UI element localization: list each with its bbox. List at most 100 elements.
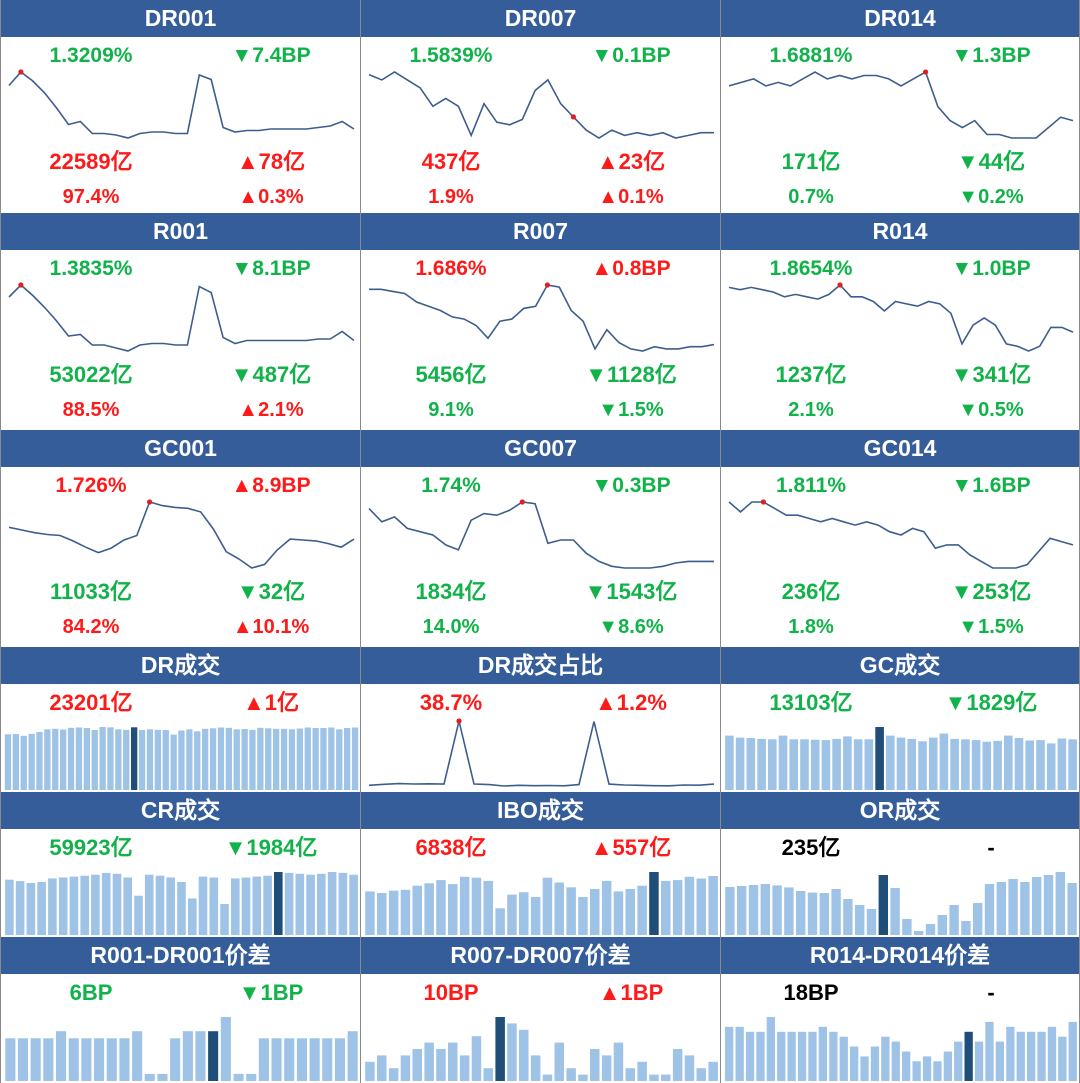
bar [177,882,186,935]
bar [778,735,788,790]
bar [258,1038,269,1081]
bar [166,877,175,935]
bar [1027,1031,1036,1081]
bar [241,729,248,790]
share-value: 97.4% [62,186,120,208]
volume-value: 53022亿 [49,362,133,387]
rate-value: 1.686% [415,257,487,280]
bar [271,1038,282,1081]
rate-value: 1.8654% [769,257,853,280]
panel-title: GC成交 [721,647,1079,684]
bar [601,880,612,935]
bar [1006,1026,1015,1081]
bar [797,1031,807,1081]
bar [459,876,470,935]
latest-point-marker [18,282,24,288]
panel-r014-dr014-spread: R014-DR014价差 18BP - [720,937,1080,1083]
bar [684,1055,695,1081]
latest-point-marker [544,282,550,288]
bar [17,1038,28,1081]
summary-change: ▼1829亿 [944,690,1038,715]
bar [12,734,19,790]
summary-change: ▼1BP [238,980,304,1005]
series-line [369,284,715,352]
bar [613,891,624,935]
bar [178,730,185,790]
bar [922,1056,932,1081]
panel-gc014: GC014 1.811% ▼1.6BP 236亿 ▼253亿 1.8% ▼1.5% [720,430,1080,647]
line-chart [8,282,355,352]
bar [52,728,59,790]
bar [1036,740,1045,790]
panel-dr001: DR001 1.3209% ▼7.4BP 22589亿 ▲78亿 97.4% ▲0.3% [0,0,361,217]
rate-value: 1.3835% [49,257,133,280]
bar [519,1029,529,1081]
panel-title: DR007 [361,0,720,37]
bar [971,740,981,790]
share-change: ▼1.5% [958,616,1024,638]
bar [170,734,177,790]
bar [37,882,46,935]
volume-value: 171亿 [781,149,841,174]
bar [684,876,695,935]
latest-bar [875,727,884,790]
share-change: ▲2.1% [238,399,304,421]
bar [320,728,327,790]
bar [974,1041,984,1081]
bar [220,1017,231,1081]
bar [123,877,132,935]
latest-point-marker [519,499,525,505]
summary-value: 10BP [423,980,479,1005]
share-value: 0.7% [788,186,834,208]
volume-change: ▼341亿 [950,362,1032,387]
bar [44,729,51,790]
bar [661,1074,671,1081]
series-line [728,70,1074,139]
bar [993,740,1002,790]
bar [800,739,809,790]
bar [194,731,201,790]
bar [94,1038,105,1081]
bar [309,1038,320,1081]
bar [195,1031,206,1081]
summary-value: 6838亿 [415,835,487,860]
bar [1067,883,1077,935]
bar [265,728,272,790]
volume-change: ▲23亿 [596,149,666,174]
bar [424,883,434,935]
bar [757,738,766,790]
panel-title: DR成交 [1,647,360,684]
bar [637,1061,647,1081]
bar [99,727,106,790]
rate-change: ▼0.3BP [591,474,671,497]
bar [225,727,232,790]
bar [295,873,305,935]
bar [907,738,916,790]
latest-bar [274,872,283,935]
share-value: 9.1% [428,399,474,421]
line-chart [368,71,715,139]
bar [365,891,375,935]
bar [1004,735,1013,790]
bar [26,883,36,935]
bar [186,729,193,790]
bar [220,904,229,935]
panel-or-volume: OR成交 235亿 - [720,792,1080,937]
panel-r001-dr001-spread: R001-DR001价差 6BP ▼1BP [0,937,361,1083]
panel-title: OR成交 [721,792,1079,829]
rate-change: ▼1.0BP [951,257,1031,280]
bar [209,728,217,790]
bar [843,736,852,790]
bar [20,735,27,790]
bar [725,1026,734,1081]
panel-title: R007 [361,213,720,250]
bar [613,1042,624,1081]
bar [81,1038,92,1081]
bar [590,889,600,935]
bar [327,872,337,935]
bar [162,730,169,790]
series-line [8,70,355,139]
volume-change: ▼1543亿 [584,579,678,604]
volume-change: ▼32亿 [236,579,306,604]
bar [43,1038,54,1081]
